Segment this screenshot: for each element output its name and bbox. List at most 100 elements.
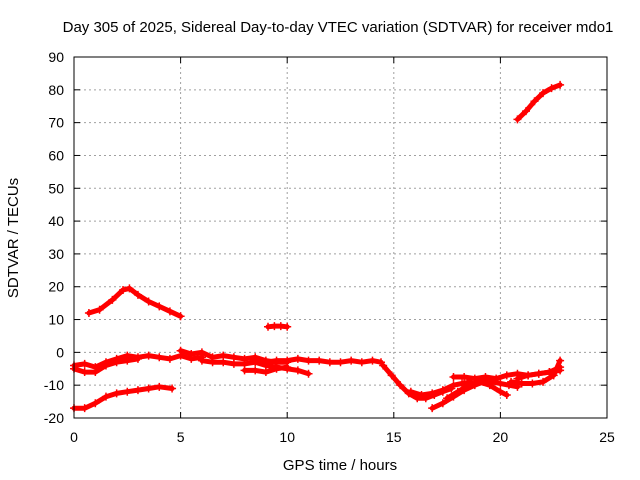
data-point [417,391,426,400]
data-point [165,354,174,363]
y-axis-label: SDTVAR / TECUs [5,178,22,298]
data-point [112,389,121,398]
data-point [539,377,548,386]
data-point [315,356,324,365]
data-point [438,386,447,395]
data-point [492,374,501,383]
data-point [470,374,479,383]
data-point [251,366,260,375]
data-point [438,399,447,408]
data-point [449,372,458,381]
data-point [502,371,511,380]
data-point [95,305,104,314]
data-point [283,322,292,331]
data-point [251,356,260,365]
chart-title: Day 305 of 2025, Sidereal Day-to-day VTE… [63,19,614,36]
data-point [530,97,539,106]
data-point [197,356,206,365]
axis-ticks: -20 -10 0 10 20 30 40 50 60 70 80 90 0 5 10 15 20 25 [44,49,615,445]
x-tick-label: 15 [386,429,402,445]
y-tick-label: 90 [48,49,64,65]
y-tick-label: 60 [48,147,64,163]
y-tick-label: 50 [48,180,64,196]
y-tick-label: -20 [44,410,64,426]
data-point [123,387,132,396]
data-point [528,379,537,388]
data-point [101,361,110,370]
data-point [496,387,505,396]
data-point [219,358,228,367]
data-point [460,372,469,381]
series-line [515,82,563,122]
data-point [464,381,473,390]
data-point [502,391,511,400]
data-point [513,115,522,124]
data-point [406,387,415,396]
data-point [144,384,153,393]
data-point [91,368,100,377]
series-arc-descent-b [406,377,475,400]
series-arc-blip [264,322,292,331]
data-point [507,377,516,386]
data-point [261,368,270,377]
data-point [80,359,89,368]
series-arc-low-morning [70,382,177,413]
data-point [272,364,281,373]
data-point [91,399,100,408]
data-point [539,89,548,98]
data-point [521,107,530,116]
data-point [123,356,132,365]
data-point [133,290,142,299]
data-point [347,356,356,365]
data-point [396,381,405,390]
x-tick-label: 0 [70,429,78,445]
data-point [443,394,452,403]
x-tick-label: 5 [177,429,185,445]
data-point [80,368,89,377]
data-point [176,312,185,321]
data-point [240,366,249,375]
series-arc-high [513,80,565,124]
data-point [293,354,302,363]
data-point [197,348,206,357]
data-point [481,372,490,381]
data-point [125,284,134,293]
data-point [155,382,164,391]
data-point [534,369,543,378]
data-point [283,363,292,372]
data-point [144,351,153,360]
series-arc-low-afternoon [240,363,292,377]
y-tick-label: 30 [48,246,64,262]
data-point [168,384,177,393]
data-point [449,381,458,390]
data-point [513,374,522,383]
x-tick-label: 20 [493,429,509,445]
y-tick-label: 20 [48,279,64,295]
data-point [556,363,565,372]
data-point [144,297,153,306]
x-tick-label: 10 [279,429,295,445]
data-point [547,84,556,93]
x-tick-label: 25 [599,429,615,445]
series-line [86,285,184,319]
data-point [165,307,174,316]
data-point [387,371,396,380]
data-point [133,354,142,363]
data-point [155,353,164,362]
series-arc-hump [84,284,185,321]
y-tick-label: 40 [48,213,64,229]
data-point [108,295,117,304]
data-point [379,361,388,370]
data-point [119,286,128,295]
plot-frame [73,56,608,419]
series-arc-late-tail-b [513,363,565,383]
y-tick-label: 0 [56,344,64,360]
data-point [176,346,185,355]
data-point [112,358,121,367]
series-line [71,384,175,411]
data-point [368,356,377,365]
data-point [261,358,270,367]
data-point [293,366,302,375]
series-arc-late-tail [507,356,565,388]
